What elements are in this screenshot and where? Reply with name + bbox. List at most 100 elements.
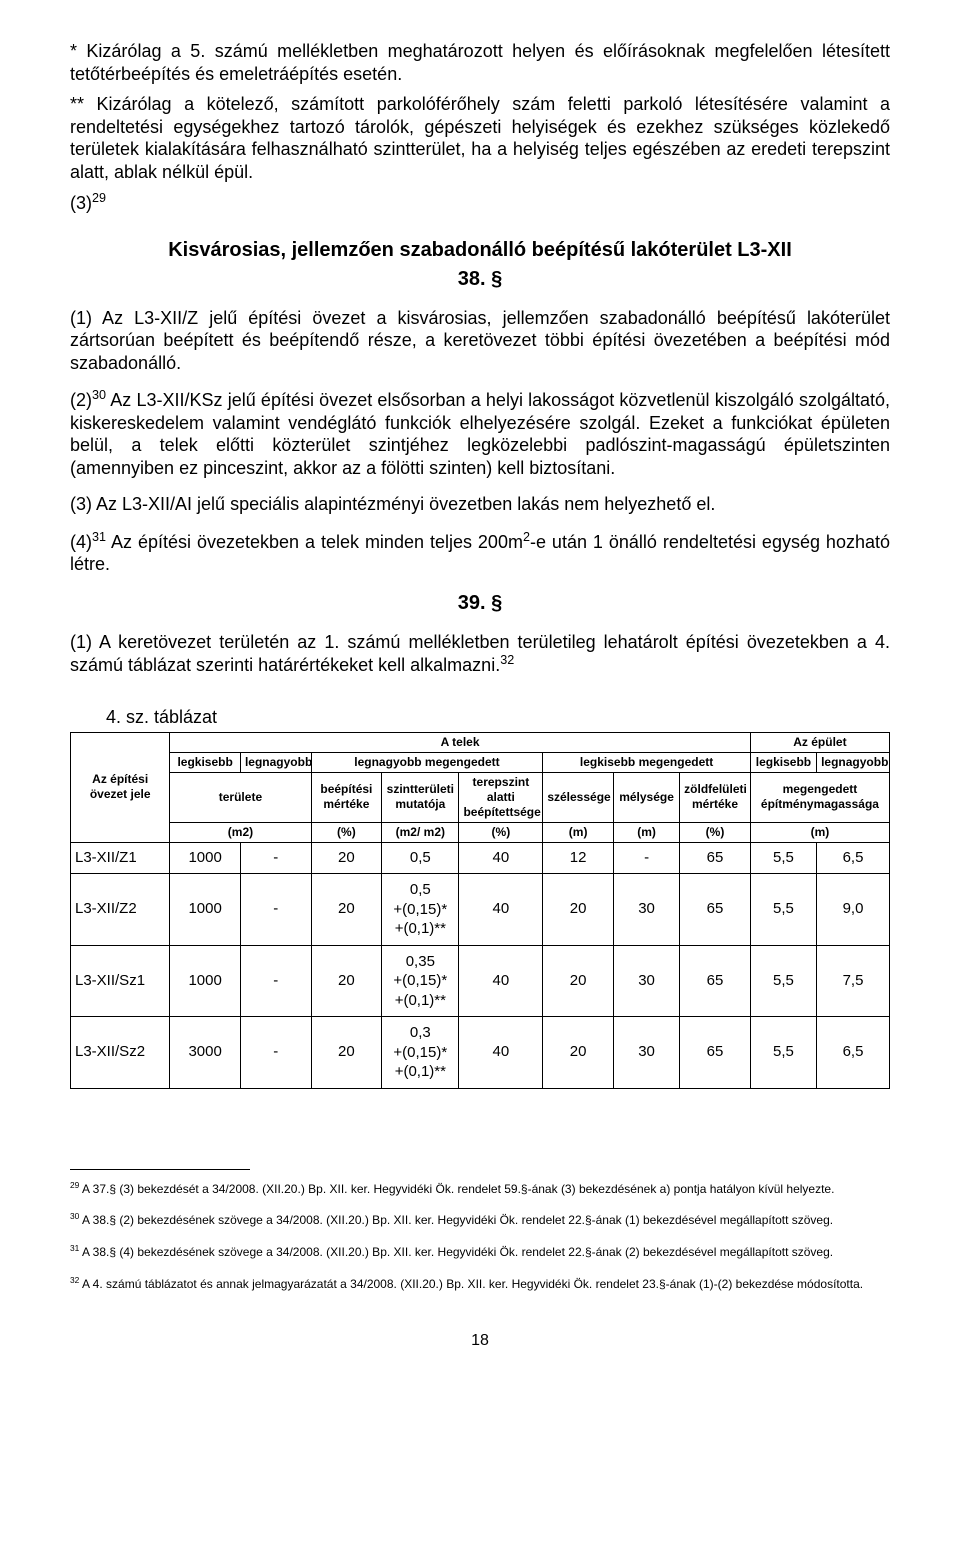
table-cell: 65 bbox=[680, 842, 751, 874]
note-star1: * Kizárólag a 5. számú mellékletben megh… bbox=[70, 40, 890, 85]
footnote-31-num: 31 bbox=[70, 1243, 79, 1253]
th-terulete: területe bbox=[170, 772, 311, 822]
th-epulet: Az épület bbox=[750, 732, 889, 752]
table-cell: 5,5 bbox=[750, 945, 816, 1017]
para-38-3: (3) Az L3-XII/AI jelű speciális alapinté… bbox=[70, 493, 890, 516]
footnote-31: 31 A 38.§ (4) bekezdésének szövege a 34/… bbox=[70, 1243, 890, 1261]
table-cell: 40 bbox=[459, 1017, 543, 1089]
section-39: 39. § bbox=[70, 592, 890, 615]
para-39-1-sup: 32 bbox=[500, 653, 514, 667]
table-cell: - bbox=[613, 842, 679, 874]
para-39-1: (1) A keretövezet területén az 1. számú … bbox=[70, 631, 890, 677]
table-cell: 1000 bbox=[170, 842, 241, 874]
table-cell: 20 bbox=[311, 874, 382, 946]
para-39-1-text: (1) A keretövezet területén az 1. számú … bbox=[70, 632, 890, 676]
th-u-m3: (m) bbox=[750, 822, 889, 842]
table-cell: 5,5 bbox=[750, 874, 816, 946]
table-cell: 40 bbox=[459, 874, 543, 946]
table-cell: 65 bbox=[680, 945, 751, 1017]
note-star2: ** Kizárólag a kötelező, számított parko… bbox=[70, 93, 890, 183]
table-cell: 20 bbox=[311, 842, 382, 874]
table-cell: 20 bbox=[543, 874, 614, 946]
table-cell: - bbox=[240, 945, 311, 1017]
table-cell: 0,3+(0,15)*+(0,1)** bbox=[382, 1017, 459, 1089]
th-legkisebb-meg: legkisebb megengedett bbox=[543, 752, 751, 772]
para-38-4-sup: 31 bbox=[92, 530, 106, 544]
table-cell: 30 bbox=[613, 945, 679, 1017]
footnote-29-num: 29 bbox=[70, 1180, 79, 1190]
th-u-pct2: (%) bbox=[459, 822, 543, 842]
table-head: Az építési övezet jele A telek Az épület… bbox=[71, 732, 890, 842]
table-cell: 9,0 bbox=[817, 874, 890, 946]
table-cell: 1000 bbox=[170, 874, 241, 946]
table-cell: 5,5 bbox=[750, 1017, 816, 1089]
footnote-32-text: A 4. számú táblázatot és annak jelmagyar… bbox=[79, 1277, 863, 1291]
footnote-29-text: A 37.§ (3) bekezdését a 34/2008. (XII.20… bbox=[79, 1182, 834, 1196]
table-cell: 6,5 bbox=[817, 1017, 890, 1089]
table-cell: 6,5 bbox=[817, 842, 890, 874]
table-row: L3-XII/Sz23000-200,3+(0,15)*+(0,1)**4020… bbox=[71, 1017, 890, 1089]
para-38-2-text: Az L3-XII/KSz jelű építési övezet elsőso… bbox=[70, 390, 890, 478]
table-cell: 12 bbox=[543, 842, 614, 874]
para-38-2-sup: 30 bbox=[92, 388, 106, 402]
para-38-4-num: (4) bbox=[70, 532, 92, 552]
note-3-text: (3) bbox=[70, 193, 92, 213]
table-row: L3-XII/Z21000-200,5+(0,15)*+(0,1)**40203… bbox=[71, 874, 890, 946]
th-zoldfeluleti: zöldfelületi mértéke bbox=[680, 772, 751, 822]
table-cell: 20 bbox=[543, 945, 614, 1017]
note-3-sup: 29 bbox=[92, 191, 106, 205]
th-u-pct1: (%) bbox=[311, 822, 382, 842]
table-cell: L3-XII/Z1 bbox=[71, 842, 170, 874]
th-ep-legnagyobb: legnagyobb bbox=[817, 752, 890, 772]
th-terepszint: terepszint alatti beépítettsége bbox=[459, 772, 543, 822]
table-cell: 30 bbox=[613, 1017, 679, 1089]
th-legnagyobb-meg: legnagyobb megengedett bbox=[311, 752, 543, 772]
th-beepitesi: beépítési mértéke bbox=[311, 772, 382, 822]
footnote-31-text: A 38.§ (4) bekezdésének szövege a 34/200… bbox=[79, 1245, 833, 1259]
th-melysege: mélysége bbox=[613, 772, 679, 822]
table-cell: 5,5 bbox=[750, 842, 816, 874]
footnote-32: 32 A 4. számú táblázatot és annak jelmag… bbox=[70, 1275, 890, 1293]
table-cell: 40 bbox=[459, 842, 543, 874]
th-u-ratio: (m2/ m2) bbox=[382, 822, 459, 842]
footnote-rule bbox=[70, 1169, 250, 1170]
table-cell: 1000 bbox=[170, 945, 241, 1017]
th-legkisebb: legkisebb bbox=[170, 752, 241, 772]
page-number: 18 bbox=[70, 1332, 890, 1350]
th-telek: A telek bbox=[170, 732, 751, 752]
table-cell: 20 bbox=[311, 945, 382, 1017]
zoning-table: Az építési övezet jele A telek Az épület… bbox=[70, 732, 890, 1089]
th-ep-legkisebb: legkisebb bbox=[750, 752, 816, 772]
footnote-30-num: 30 bbox=[70, 1211, 79, 1221]
footnote-30-text: A 38.§ (2) bekezdésének szövege a 34/200… bbox=[79, 1213, 833, 1227]
th-legnagyobb: legnagyobb bbox=[240, 752, 311, 772]
table-cell: 30 bbox=[613, 874, 679, 946]
table-cell: - bbox=[240, 874, 311, 946]
para-38-4: (4)31 Az építési övezetekben a telek min… bbox=[70, 530, 890, 576]
table-cell: 7,5 bbox=[817, 945, 890, 1017]
th-u-pct3: (%) bbox=[680, 822, 751, 842]
para-38-4-text-a: Az építési övezetekben a telek minden te… bbox=[106, 532, 523, 552]
footnote-32-num: 32 bbox=[70, 1275, 79, 1285]
th-szelessege: szélessége bbox=[543, 772, 614, 822]
document-page: * Kizárólag a 5. számú mellékletben megh… bbox=[0, 0, 960, 1390]
table-cell: 0,35+(0,15)*+(0,1)** bbox=[382, 945, 459, 1017]
th-ovezet-jele: Az építési övezet jele bbox=[71, 732, 170, 842]
table-cell: - bbox=[240, 1017, 311, 1089]
table-cell: L3-XII/Sz2 bbox=[71, 1017, 170, 1089]
para-38-2: (2)30 Az L3-XII/KSz jelű építési övezet … bbox=[70, 388, 890, 479]
table-cell: - bbox=[240, 842, 311, 874]
table-cell: 20 bbox=[311, 1017, 382, 1089]
table-cell: L3-XII/Z2 bbox=[71, 874, 170, 946]
table-cell: 40 bbox=[459, 945, 543, 1017]
note-3: (3)29 bbox=[70, 191, 890, 215]
footnote-30: 30 A 38.§ (2) bekezdésének szövege a 34/… bbox=[70, 1211, 890, 1229]
para-38-1: (1) Az L3-XII/Z jelű építési övezet a ki… bbox=[70, 307, 890, 375]
table-cell: 0,5+(0,15)*+(0,1)** bbox=[382, 874, 459, 946]
th-u-m2: (m2) bbox=[170, 822, 311, 842]
th-u-m1: (m) bbox=[543, 822, 614, 842]
table-caption: 4. sz. táblázat bbox=[106, 707, 890, 728]
footnote-29: 29 A 37.§ (3) bekezdését a 34/2008. (XII… bbox=[70, 1180, 890, 1198]
para-38-2-num: (2) bbox=[70, 390, 92, 410]
section-38: 38. § bbox=[70, 268, 890, 291]
